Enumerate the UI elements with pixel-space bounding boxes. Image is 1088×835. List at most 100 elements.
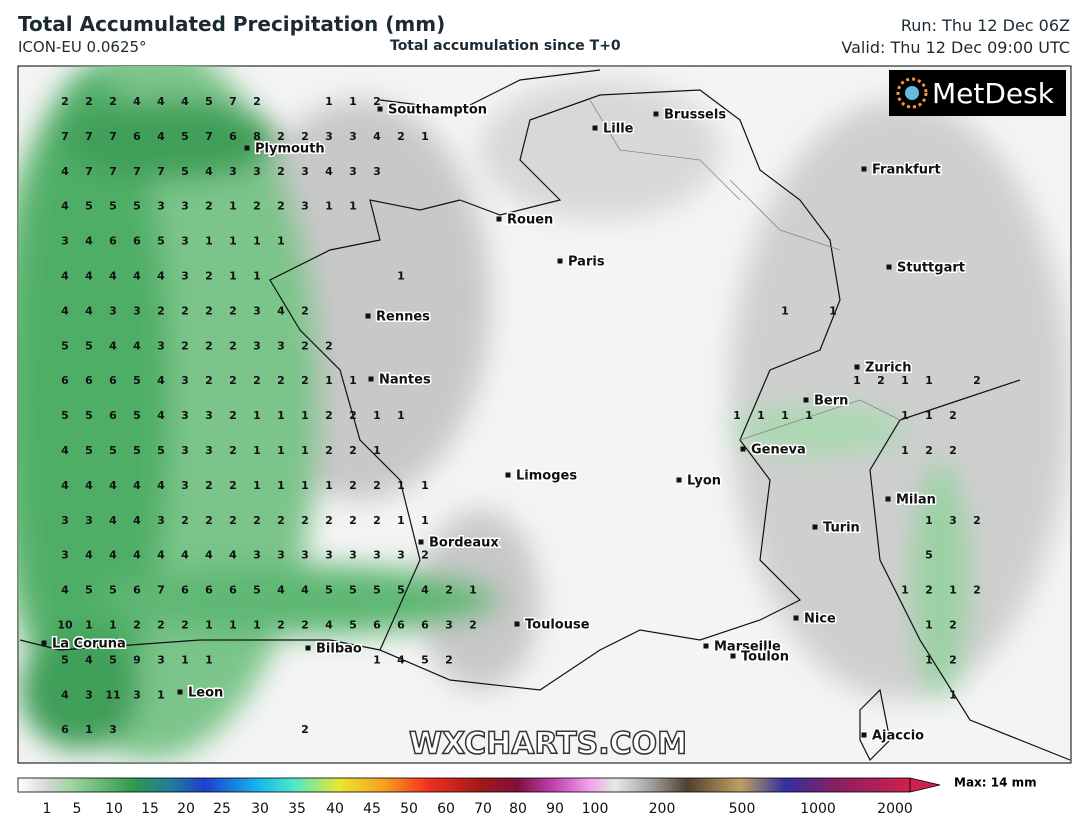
grid-value: 2: [181, 514, 189, 527]
city-dot: [305, 645, 311, 651]
legend-label: 45: [363, 801, 381, 817]
grid-value: 3: [253, 549, 261, 562]
grid-value: 2: [397, 130, 405, 143]
grid-value: 2: [301, 339, 309, 352]
grid-value: 2: [301, 304, 309, 317]
grid-value: 6: [133, 584, 141, 597]
grid-value: 2: [373, 479, 381, 492]
grid-value: 3: [277, 339, 285, 352]
grid-value: 4: [109, 270, 117, 283]
grid-value: 4: [61, 444, 69, 457]
grid-value: 4: [325, 619, 333, 632]
grid-value: 6: [109, 374, 117, 387]
grid-value: 4: [205, 165, 213, 178]
grid-value: 2: [325, 514, 333, 527]
grid-value: 4: [109, 479, 117, 492]
city-dot: [177, 689, 183, 695]
city-label: La Coruna: [52, 637, 126, 652]
grid-value: 2: [229, 444, 237, 457]
grid-value: 1: [325, 479, 333, 492]
grid-value: 4: [277, 584, 285, 597]
city-dot: [368, 376, 374, 382]
grid-value: 2: [469, 619, 477, 632]
grid-value: 7: [229, 95, 237, 108]
grid-value: 3: [181, 235, 189, 248]
grid-value: 2: [877, 374, 885, 387]
grid-value: 4: [157, 409, 165, 422]
grid-value: 3: [85, 688, 93, 701]
legend-label: 5: [73, 801, 82, 817]
grid-value: 2: [373, 95, 381, 108]
grid-value: 6: [181, 584, 189, 597]
city-dot: [377, 106, 383, 112]
grid-value: 2: [205, 304, 213, 317]
city-dot: [740, 446, 746, 452]
grid-value: 4: [421, 584, 429, 597]
legend-label: 50: [400, 801, 418, 817]
grid-value: 5: [373, 584, 381, 597]
grid-value: 2: [157, 619, 165, 632]
grid-value: 5: [85, 444, 93, 457]
grid-value: 3: [181, 479, 189, 492]
grid-value: 4: [157, 95, 165, 108]
grid-value: 2: [229, 374, 237, 387]
legend-label: 70: [474, 801, 492, 817]
city-label: Southampton: [388, 103, 487, 118]
city-label: Rouen: [507, 213, 553, 228]
grid-value: 2: [253, 374, 261, 387]
city-label: Nantes: [379, 373, 431, 388]
grid-value: 2: [133, 619, 141, 632]
grid-value: 1: [397, 409, 405, 422]
grid-value: 2: [253, 514, 261, 527]
city-label: Lyon: [687, 474, 721, 489]
legend-label: 40: [326, 801, 344, 817]
grid-value: 7: [109, 165, 117, 178]
grid-value: 1: [781, 409, 789, 422]
grid-value: 3: [373, 165, 381, 178]
grid-value: 1: [325, 374, 333, 387]
valid-time: Valid: Thu 12 Dec 09:00 UTC: [841, 38, 1070, 57]
grid-value: 4: [109, 339, 117, 352]
grid-value: 2: [157, 304, 165, 317]
grid-value: 6: [229, 584, 237, 597]
city-dot: [496, 216, 502, 222]
grid-value: 5: [421, 653, 429, 666]
grid-value: 2: [109, 95, 117, 108]
grid-value: 1: [805, 409, 813, 422]
legend-label: 30: [251, 801, 269, 817]
grid-value: 9: [133, 653, 141, 666]
borders: [589, 99, 901, 441]
grid-value: 4: [61, 200, 69, 213]
grid-value: 1: [253, 444, 261, 457]
grid-value: 6: [61, 374, 69, 387]
city-dot: [793, 615, 799, 621]
grid-value: 3: [205, 444, 213, 457]
grid-value: 4: [229, 549, 237, 562]
grid-value: 2: [229, 479, 237, 492]
grid-value: 3: [301, 200, 309, 213]
grid-value: 3: [109, 723, 117, 736]
grid-value: 4: [133, 549, 141, 562]
grid-value: 6: [61, 723, 69, 736]
grid-value: 1: [901, 584, 909, 597]
city-dot: [514, 621, 520, 627]
subtitle: Total accumulation since T+0: [390, 38, 621, 54]
city-dot: [41, 640, 47, 646]
grid-value: 2: [325, 444, 333, 457]
grid-value: 1: [253, 235, 261, 248]
grid-value: 6: [373, 619, 381, 632]
grid-value: 6: [133, 130, 141, 143]
grid-value: 5: [253, 584, 261, 597]
grid-value: 2: [973, 584, 981, 597]
grid-value: 5: [133, 200, 141, 213]
grid-value: 5: [85, 409, 93, 422]
legend-label: 35: [288, 801, 306, 817]
grid-value: 4: [157, 549, 165, 562]
grid-value: 7: [157, 165, 165, 178]
legend-label: 10: [105, 801, 123, 817]
city-dot: [885, 496, 891, 502]
city-dot: [418, 539, 424, 545]
grid-value: 3: [205, 409, 213, 422]
